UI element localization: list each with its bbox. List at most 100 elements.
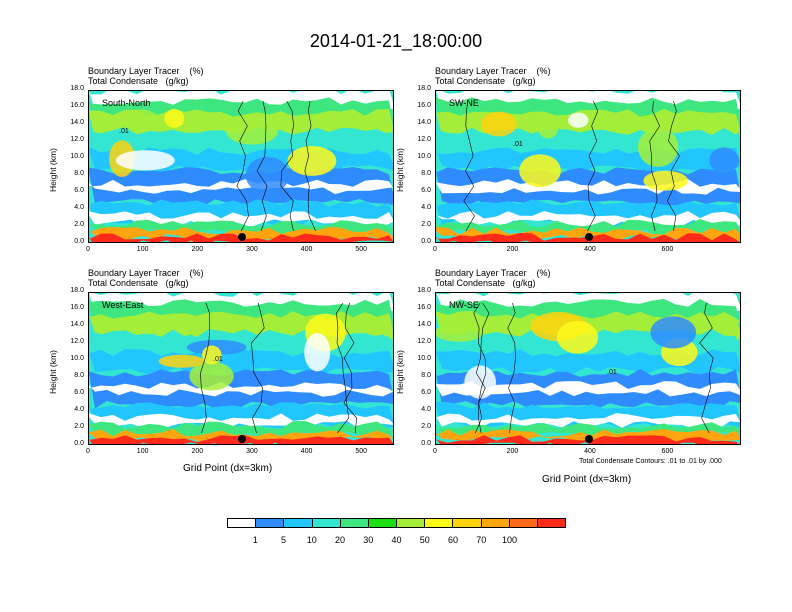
colorbar-label: 40 xyxy=(391,535,402,545)
y-tick-label: 6.0 xyxy=(421,187,431,194)
location-marker xyxy=(238,435,246,443)
y-tick-label: 16.0 xyxy=(70,102,84,109)
colorbar-swatch xyxy=(453,519,482,527)
panel-label: West-East xyxy=(102,300,144,310)
panel-label: SW-NE xyxy=(449,98,479,108)
colorbar-swatch xyxy=(284,519,313,527)
y-tick-label: 6.0 xyxy=(421,389,431,396)
x-tick-label: 0 xyxy=(433,246,437,253)
y-tick-label: 16.0 xyxy=(417,304,431,311)
x-tick-label: 400 xyxy=(300,448,313,455)
y-tick-label: 18.0 xyxy=(417,287,431,294)
panel-nw-se: Boundary Layer Tracer (%) Total Condensa… xyxy=(395,268,741,455)
location-marker xyxy=(585,233,593,241)
y-tick-label: 0.0 xyxy=(74,238,84,245)
panel-header: Boundary Layer Tracer (%) Total Condensa… xyxy=(435,268,551,288)
panel-sw-ne: Boundary Layer Tracer (%) Total Condensa… xyxy=(395,66,741,253)
y-tick-label: 2.0 xyxy=(421,423,431,430)
y-tick-label: 18.0 xyxy=(70,287,84,294)
heatmap-field: .01 xyxy=(436,293,740,444)
y-tick-label: 4.0 xyxy=(74,204,84,211)
y-tick-label: 10.0 xyxy=(70,355,84,362)
plot-area: .01 xyxy=(435,292,741,445)
panel-header: Boundary Layer Tracer (%) Total Condensa… xyxy=(435,66,551,86)
colorbar-swatch xyxy=(397,519,426,527)
colorbar-swatch xyxy=(425,519,454,527)
x-tick-label: 200 xyxy=(506,448,519,455)
panel-label: NW-SE xyxy=(449,300,479,310)
x-tick-label: 400 xyxy=(300,246,313,253)
x-axis-label-right: Grid Point (dx=3km) xyxy=(542,474,632,485)
x-tick-label: 0 xyxy=(86,448,90,455)
x-tick-label: 200 xyxy=(191,448,204,455)
y-tick-label: 12.0 xyxy=(70,136,84,143)
y-tick-label: 4.0 xyxy=(421,406,431,413)
colorbar-label: 20 xyxy=(334,535,345,545)
contour-label: .01 xyxy=(607,369,617,376)
y-tick-label: 0.0 xyxy=(421,238,431,245)
y-tick-label: 8.0 xyxy=(421,170,431,177)
y-tick-label: 2.0 xyxy=(74,221,84,228)
x-tick-label: 100 xyxy=(136,246,149,253)
y-tick-label: 2.0 xyxy=(421,221,431,228)
y-tick-label: 4.0 xyxy=(421,204,431,211)
y-tick-label: 10.0 xyxy=(417,153,431,160)
contour-label: .01 xyxy=(119,128,129,135)
y-tick-label: 14.0 xyxy=(70,321,84,328)
colorbar-label: 5 xyxy=(280,535,286,545)
y-tick-label: 2.0 xyxy=(74,423,84,430)
heatmap-field: .01 xyxy=(436,91,740,242)
contour-note: Total Condensate Contours: .01 to .01 by… xyxy=(579,458,722,465)
colorbar-label: 1 xyxy=(252,535,258,545)
colorbar-label: 50 xyxy=(419,535,430,545)
contour-label: .01 xyxy=(213,356,223,363)
x-tick-label: 0 xyxy=(433,448,437,455)
y-tick-label: 12.0 xyxy=(417,136,431,143)
y-tick-label: 18.0 xyxy=(70,85,84,92)
y-tick-label: 8.0 xyxy=(74,372,84,379)
x-tick-label: 0 xyxy=(86,246,90,253)
x-tick-label: 500 xyxy=(355,448,368,455)
y-axis-label: Height (km) xyxy=(48,349,58,394)
y-tick-label: 8.0 xyxy=(74,170,84,177)
location-marker xyxy=(585,435,593,443)
colorbar-swatch xyxy=(256,519,285,527)
colorbar-swatch xyxy=(481,519,510,527)
panel-south-north: Boundary Layer Tracer (%) Total Condensa… xyxy=(48,66,394,253)
x-tick-label: 200 xyxy=(506,246,519,253)
figure-title: 2014-01-21_18:00:00 xyxy=(309,31,483,51)
panel-header: Boundary Layer Tracer (%) Total Condensa… xyxy=(88,268,204,288)
colorbar-label: 10 xyxy=(306,535,317,545)
x-tick-label: 400 xyxy=(584,246,596,253)
colorbar-label: 100 xyxy=(501,535,518,545)
plot-area: .01 xyxy=(88,292,394,445)
y-tick-label: 12.0 xyxy=(70,338,84,345)
colorbar-swatch xyxy=(340,519,369,527)
y-tick-label: 6.0 xyxy=(74,187,84,194)
heatmap-field: .01 xyxy=(89,293,393,444)
x-tick-label: 600 xyxy=(661,246,674,253)
y-tick-label: 6.0 xyxy=(74,389,84,396)
x-tick-label: 100 xyxy=(136,448,149,455)
panel-header: Boundary Layer Tracer (%) Total Condensa… xyxy=(88,66,204,86)
y-tick-label: 4.0 xyxy=(74,406,84,413)
colorbar-swatch xyxy=(537,519,566,527)
x-tick-label: 500 xyxy=(355,246,368,253)
x-axis-label-left: Grid Point (dx=3km) xyxy=(183,463,273,474)
y-tick-label: 14.0 xyxy=(417,119,431,126)
y-tick-label: 0.0 xyxy=(74,440,84,447)
heatmap-field: .01 xyxy=(89,91,393,242)
x-tick-label: 400 xyxy=(584,448,596,455)
colorbar xyxy=(227,518,566,528)
y-tick-label: 12.0 xyxy=(417,338,431,345)
x-tick-label: 300 xyxy=(246,246,258,253)
x-tick-label: 300 xyxy=(246,448,258,455)
colorbar-label: 60 xyxy=(447,535,458,545)
y-tick-label: 16.0 xyxy=(70,304,84,311)
y-tick-label: 14.0 xyxy=(417,321,431,328)
colorbar-swatch xyxy=(368,519,398,527)
colorbar-swatch xyxy=(228,519,257,527)
colorbar-label: 30 xyxy=(363,535,374,545)
y-axis-label: Height (km) xyxy=(395,349,405,394)
x-tick-label: 600 xyxy=(661,448,674,455)
